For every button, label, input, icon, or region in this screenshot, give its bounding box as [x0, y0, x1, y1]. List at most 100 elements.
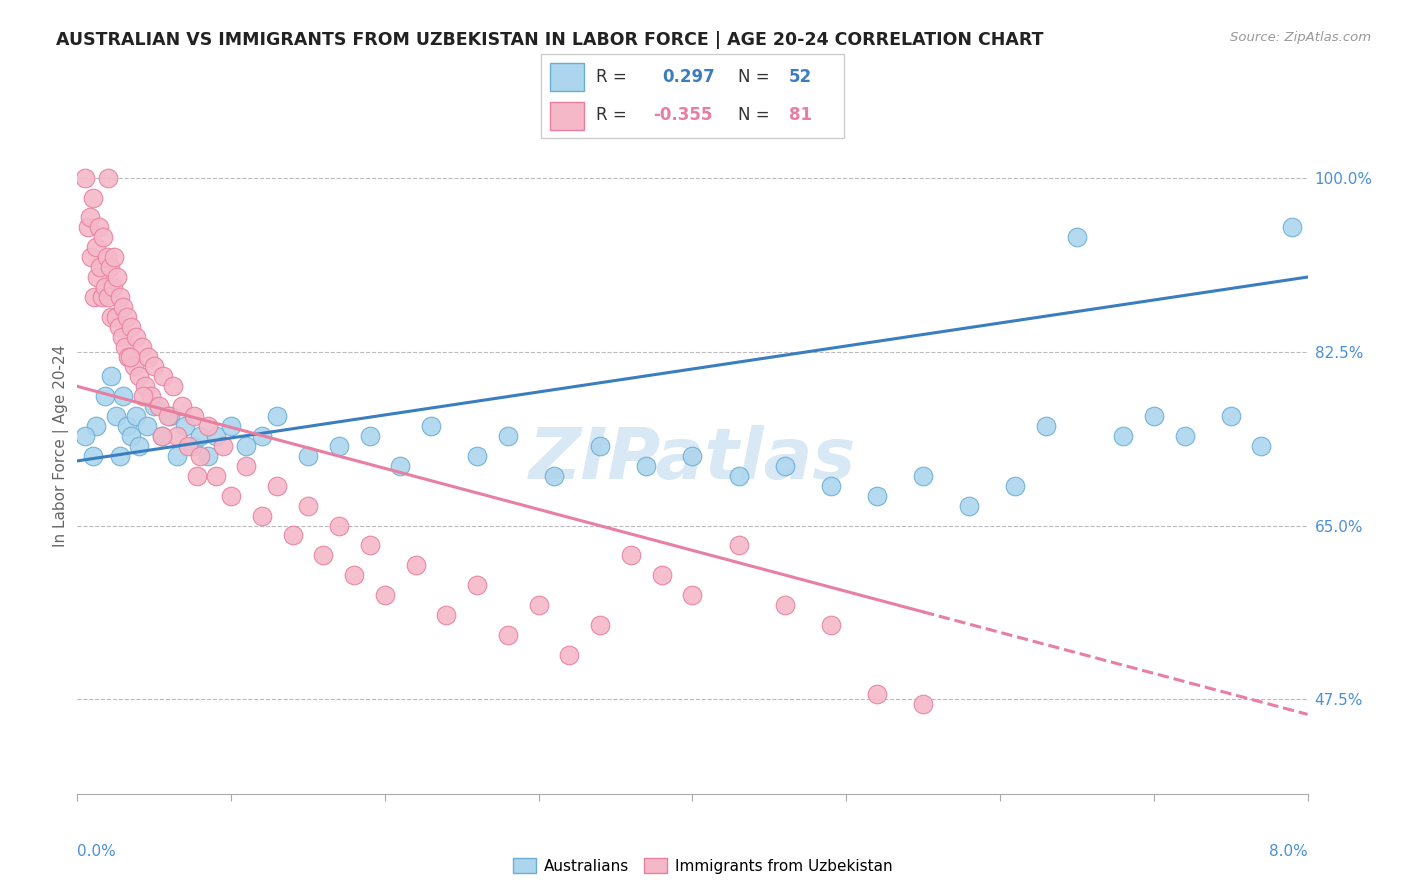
Point	[128, 369, 150, 384]
Point	[131, 340, 153, 354]
Point	[1066, 230, 1088, 244]
FancyBboxPatch shape	[541, 54, 844, 138]
Text: R =: R =	[596, 68, 631, 86]
Point	[111, 329, 134, 343]
Point	[118, 350, 141, 364]
Point	[150, 429, 173, 443]
Point	[89, 260, 111, 274]
Point	[266, 479, 288, 493]
Point	[136, 350, 159, 364]
Point	[110, 290, 132, 304]
Point	[558, 648, 581, 662]
Point	[496, 628, 519, 642]
Text: Source: ZipAtlas.com: Source: ZipAtlas.com	[1230, 31, 1371, 45]
Point	[1250, 439, 1272, 453]
Point	[727, 468, 749, 483]
Point	[1035, 419, 1057, 434]
Point	[589, 618, 612, 632]
Point	[682, 449, 704, 463]
Point	[94, 389, 117, 403]
Point	[1281, 220, 1303, 235]
Point	[1143, 409, 1166, 424]
FancyBboxPatch shape	[550, 62, 583, 91]
Point	[79, 211, 101, 225]
Point	[204, 429, 226, 443]
Point	[157, 409, 180, 424]
Point	[80, 250, 103, 264]
Point	[82, 190, 104, 204]
Point	[197, 449, 219, 463]
Point	[543, 468, 565, 483]
Point	[773, 598, 796, 612]
Point	[682, 588, 704, 602]
Point	[636, 458, 658, 473]
Point	[912, 468, 935, 483]
Point	[465, 578, 488, 592]
Text: 0.0%: 0.0%	[77, 845, 117, 859]
Point	[235, 458, 257, 473]
Point	[110, 449, 132, 463]
Point	[114, 340, 136, 354]
Legend: Australians, Immigrants from Uzbekistan: Australians, Immigrants from Uzbekistan	[508, 852, 898, 880]
Point	[328, 518, 350, 533]
Point	[1004, 479, 1026, 493]
Point	[620, 549, 643, 563]
Point	[266, 409, 288, 424]
Point	[125, 329, 148, 343]
Point	[150, 429, 173, 443]
Point	[183, 409, 205, 424]
Point	[148, 399, 170, 413]
Point	[465, 449, 488, 463]
Point	[96, 250, 118, 264]
Point	[122, 359, 145, 374]
Text: ZIPatlas: ZIPatlas	[529, 425, 856, 494]
Point	[527, 598, 550, 612]
Point	[77, 220, 100, 235]
Point	[177, 439, 200, 453]
Point	[212, 439, 235, 453]
Point	[105, 270, 128, 285]
Point	[1219, 409, 1241, 424]
Point	[143, 399, 166, 413]
Point	[104, 409, 127, 424]
Point	[108, 319, 131, 334]
Point	[297, 449, 319, 463]
Point	[141, 389, 163, 403]
Point	[174, 419, 197, 434]
Point	[166, 449, 188, 463]
Point	[82, 449, 104, 463]
Point	[117, 350, 139, 364]
Point	[328, 439, 350, 453]
Point	[120, 429, 142, 443]
Point	[97, 170, 120, 185]
Point	[100, 369, 122, 384]
Point	[87, 220, 110, 235]
Point	[912, 698, 935, 712]
Point	[219, 419, 242, 434]
Point	[152, 369, 174, 384]
Text: N =: N =	[738, 68, 775, 86]
Point	[73, 429, 96, 443]
Point	[343, 568, 366, 582]
Point	[188, 429, 212, 443]
Point	[90, 290, 114, 304]
Y-axis label: In Labor Force | Age 20-24: In Labor Force | Age 20-24	[53, 345, 69, 547]
Point	[112, 300, 135, 314]
Point	[94, 280, 117, 294]
Point	[73, 170, 96, 185]
Point	[86, 270, 108, 285]
Point	[589, 439, 612, 453]
Point	[496, 429, 519, 443]
Point	[188, 449, 212, 463]
Text: AUSTRALIAN VS IMMIGRANTS FROM UZBEKISTAN IN LABOR FORCE | AGE 20-24 CORRELATION : AUSTRALIAN VS IMMIGRANTS FROM UZBEKISTAN…	[56, 31, 1043, 49]
Point	[98, 260, 121, 274]
Point	[866, 489, 889, 503]
Text: -0.355: -0.355	[654, 106, 713, 124]
Point	[204, 468, 226, 483]
Point	[773, 458, 796, 473]
Point	[125, 409, 148, 424]
Point	[103, 250, 125, 264]
Point	[112, 389, 135, 403]
Text: 0.297: 0.297	[662, 68, 716, 86]
Point	[97, 290, 120, 304]
